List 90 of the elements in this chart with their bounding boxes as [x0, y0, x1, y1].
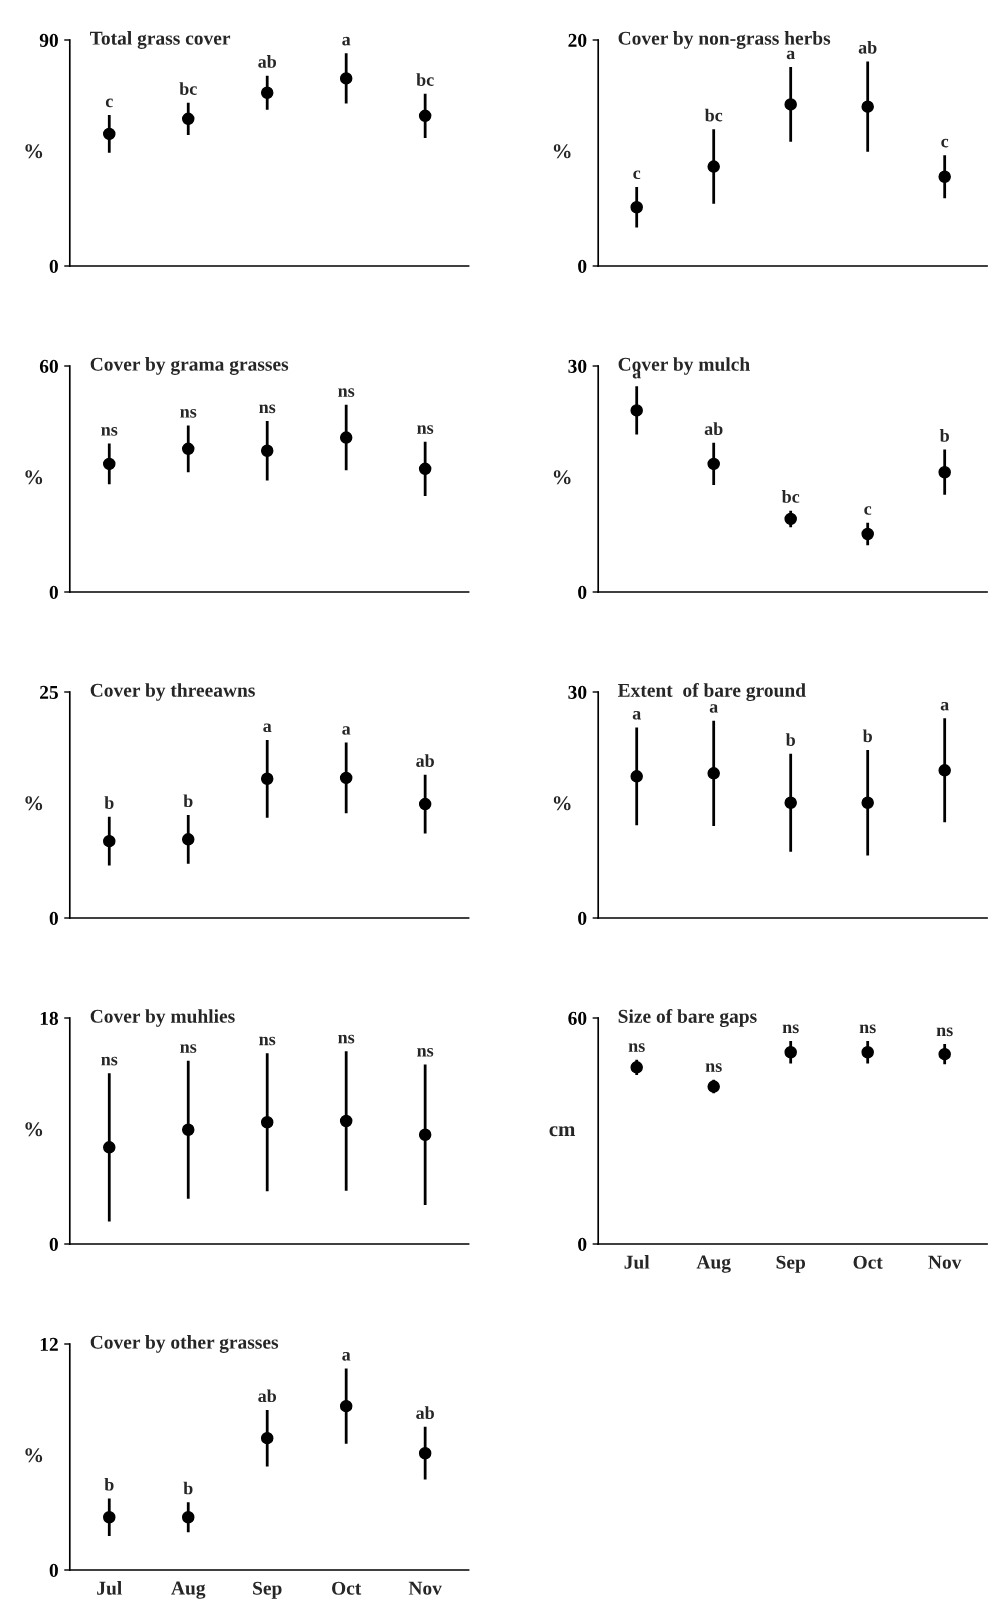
annotation: b	[104, 796, 114, 809]
chart-title: Cover by threeawns	[90, 683, 255, 701]
chart-title: Cover by non-grass herbs	[618, 31, 831, 49]
annotation: c	[105, 98, 113, 108]
annotation: ab	[416, 1406, 434, 1420]
y-tick-label: 90	[39, 33, 58, 47]
y-axis-title: %	[553, 470, 571, 485]
x-tick-label: Aug	[171, 1581, 206, 1599]
annotation: bc	[781, 490, 800, 503]
annotation: bc	[416, 73, 434, 86]
annotation: ns	[259, 404, 276, 414]
chart-title: Cover by grama grasses	[90, 357, 289, 375]
annotation: c	[864, 506, 872, 515]
y-tick-label: 0	[578, 911, 587, 925]
chart-title: Size of bare gaps	[618, 1009, 757, 1027]
annotation: ab	[858, 40, 877, 54]
x-tick-label: Sep	[776, 1255, 806, 1273]
chart-title: Cover by muhlies	[90, 1009, 235, 1027]
annotation: ns	[859, 1024, 876, 1034]
y-axis-title: %	[25, 1122, 43, 1137]
annotation: ns	[705, 1063, 722, 1072]
annotation: a	[786, 50, 795, 60]
y-tick-label: 60	[39, 359, 58, 373]
chart-title: Cover by other grasses	[90, 1335, 279, 1353]
annotation: ns	[628, 1043, 645, 1052]
annotation: ns	[180, 408, 197, 418]
y-tick-label: 30	[568, 685, 587, 699]
annotation: ns	[338, 388, 355, 397]
annotation: ns	[101, 427, 118, 436]
annotation: b	[183, 1481, 193, 1495]
annotation: c	[633, 170, 641, 180]
annotation: a	[632, 369, 641, 379]
x-tick-label: Oct	[332, 1581, 362, 1595]
y-tick-label: 12	[40, 1337, 58, 1351]
y-tick-label: 0	[49, 259, 58, 273]
x-tick-label: Jul	[97, 1581, 122, 1595]
annotation: b	[862, 729, 872, 743]
y-tick-label: 20	[568, 33, 587, 47]
annotation: a	[342, 36, 351, 46]
annotation: a	[342, 1352, 351, 1361]
y-tick-label: 0	[49, 911, 58, 925]
annotation: b	[104, 1477, 114, 1491]
y-tick-label: 0	[49, 1563, 58, 1577]
annotation: bc	[179, 82, 197, 95]
chart-title: Extent of bare ground	[617, 683, 806, 701]
annotation: ab	[416, 754, 434, 767]
x-tick-label: Sep	[253, 1581, 282, 1599]
annotation: ns	[180, 1044, 197, 1053]
y-tick-label: 0	[578, 585, 587, 599]
annotation: b	[183, 794, 193, 808]
annotation: bc	[704, 108, 723, 122]
y-tick-label: 25	[40, 685, 58, 699]
y-tick-label: 0	[49, 585, 58, 599]
annotation: a	[709, 704, 718, 713]
x-tick-label: Oct	[853, 1255, 883, 1269]
x-tick-label: Aug	[696, 1255, 731, 1273]
y-axis-title: cm	[549, 1126, 576, 1137]
annotation: ns	[101, 1056, 118, 1066]
y-axis-title: %	[25, 796, 43, 811]
x-tick-label: Nov	[408, 1581, 442, 1595]
annotation: ns	[259, 1036, 276, 1046]
y-tick-label: 0	[49, 1237, 58, 1251]
annotation: ab	[258, 55, 277, 68]
x-tick-label: Nov	[928, 1255, 962, 1269]
y-tick-label: 0	[578, 1237, 587, 1251]
annotation: c	[941, 138, 949, 148]
annotation: a	[263, 723, 272, 733]
y-tick-label: 30	[568, 359, 587, 373]
annotation: a	[940, 701, 949, 711]
annotation: a	[632, 710, 641, 720]
chart-title: Total grass cover	[90, 31, 231, 49]
annotation: ns	[936, 1027, 953, 1037]
y-axis-title: %	[553, 796, 571, 811]
y-tick-label: 18	[40, 1011, 59, 1025]
annotation: ns	[417, 1047, 434, 1057]
annotation: b	[939, 429, 949, 442]
annotation: ns	[417, 425, 434, 434]
y-axis-title: %	[553, 144, 571, 159]
y-axis-title: %	[25, 470, 43, 485]
y-axis-title: %	[25, 1448, 43, 1463]
annotation: b	[785, 733, 795, 746]
y-tick-label: 0	[578, 259, 587, 273]
annotation: ab	[258, 1389, 277, 1403]
annotation: ns	[338, 1034, 355, 1044]
y-axis-title: %	[25, 144, 43, 159]
x-tick-label: Jul	[624, 1255, 650, 1269]
annotation: ns	[782, 1024, 799, 1034]
y-tick-label: 60	[568, 1011, 587, 1025]
annotation: ab	[704, 422, 723, 436]
annotation: a	[342, 726, 351, 735]
